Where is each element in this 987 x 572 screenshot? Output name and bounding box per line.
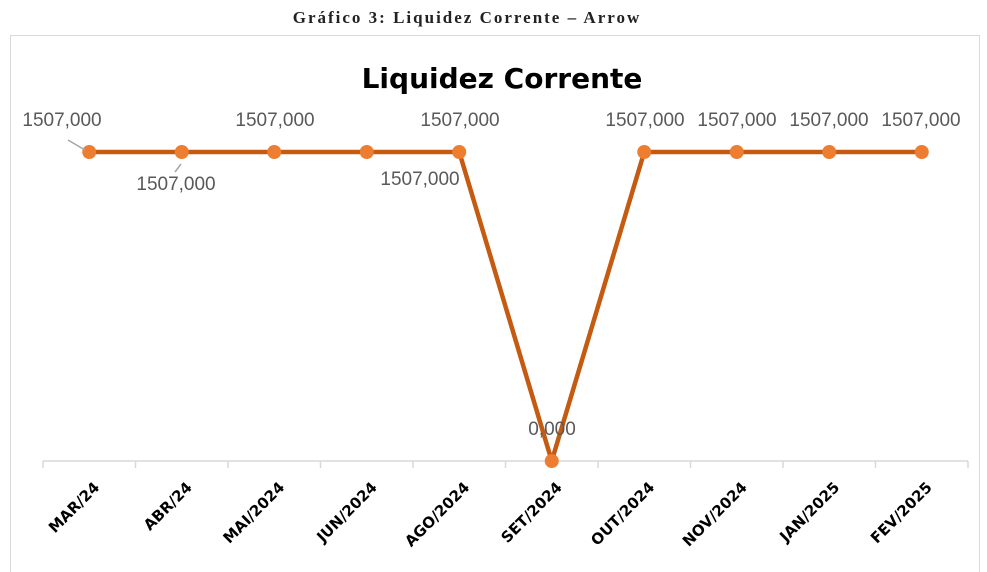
data-label: 1507,000 (420, 110, 499, 131)
leader-line (67, 139, 86, 151)
marker (544, 454, 559, 468)
marker (822, 145, 837, 159)
data-label: 1507,000 (380, 169, 459, 190)
x-tick-label: AGO/2024 (401, 478, 473, 550)
x-tick-label: ABR/24 (140, 478, 196, 534)
data-label: 0,000 (528, 419, 576, 440)
chart-title: Liquidez Corrente (362, 62, 643, 95)
data-label: 1507,000 (789, 110, 868, 131)
data-label: 1507,000 (697, 110, 776, 131)
marker (914, 145, 929, 159)
x-tick-label: SET/2024 (498, 478, 566, 546)
x-tick-label: MAI/2024 (219, 478, 288, 547)
marker (82, 145, 97, 159)
marker (174, 145, 189, 159)
x-tick-label: FEV/2025 (867, 478, 936, 547)
caption: Gráfico 3: Liquidez Corrente – Arrow (293, 8, 642, 27)
leader-line (174, 163, 182, 173)
data-label: 1507,000 (22, 110, 101, 131)
marker (452, 145, 467, 159)
x-tick-label: JUN/2024 (312, 478, 380, 546)
marker (729, 145, 744, 159)
data-label: 1507,000 (136, 174, 215, 195)
marker (359, 145, 374, 159)
x-tick-label: NOV/2024 (679, 478, 751, 550)
x-tick-label: JAN/2025 (775, 478, 843, 546)
x-tick-label: MAR/24 (45, 478, 103, 536)
data-label: 1507,000 (235, 110, 314, 131)
x-tick-label: OUT/2024 (587, 478, 658, 549)
data-label: 1507,000 (881, 110, 960, 131)
marker (267, 145, 282, 159)
marker (637, 145, 652, 159)
data-label: 1507,000 (605, 110, 684, 131)
line (89, 149, 922, 464)
chart-frame (10, 35, 980, 572)
